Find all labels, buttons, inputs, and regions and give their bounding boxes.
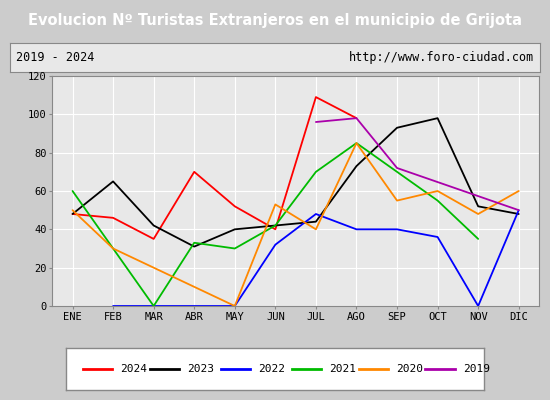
Text: Evolucion Nº Turistas Extranjeros en el municipio de Grijota: Evolucion Nº Turistas Extranjeros en el … [28,14,522,28]
Text: 2019: 2019 [463,364,490,374]
Text: 2024: 2024 [120,364,147,374]
Text: 2019 - 2024: 2019 - 2024 [16,51,95,64]
Text: http://www.foro-ciudad.com: http://www.foro-ciudad.com [349,51,534,64]
Text: 2020: 2020 [396,364,423,374]
Text: 2023: 2023 [187,364,214,374]
Text: 2022: 2022 [258,364,285,374]
Text: 2021: 2021 [329,364,356,374]
